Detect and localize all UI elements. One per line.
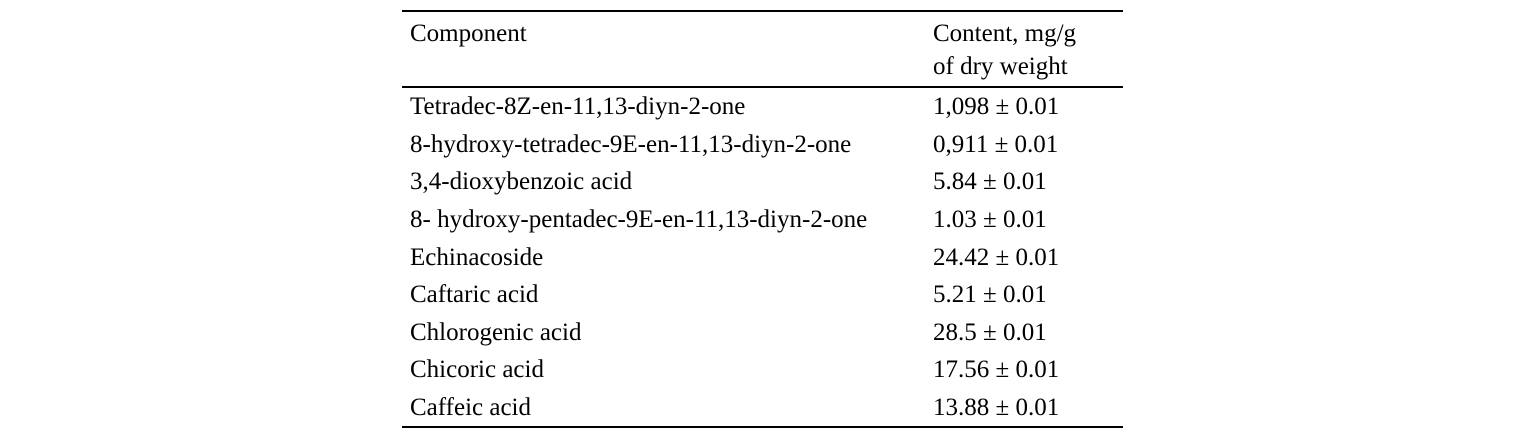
content-cell: 28.5 ± 0.01 — [933, 318, 1047, 346]
component-cell: Chlorogenic acid — [410, 318, 582, 346]
component-cell: 8-hydroxy-tetradec-9E-en-11,13-diyn-2-on… — [410, 130, 852, 158]
column-header-component: Component — [410, 20, 527, 47]
component-cell: Chicoric acid — [410, 356, 544, 384]
table-row: 3,4-dioxybenzoic acid 5.84 ± 0.01 — [402, 163, 1123, 201]
component-cell: 3,4-dioxybenzoic acid — [410, 168, 633, 196]
table-row: Tetradec-8Z-en-11,13-diyn-2-one 1,098 ± … — [402, 87, 1123, 126]
table-row: Caftaric acid 5.21 ± 0.01 — [402, 276, 1123, 314]
table-row: 8-hydroxy-tetradec-9E-en-11,13-diyn-2-on… — [402, 126, 1123, 164]
table-row: Chlorogenic acid 28.5 ± 0.01 — [402, 314, 1123, 352]
table-row: Chicoric acid 17.56 ± 0.01 — [402, 351, 1123, 389]
component-cell: Echinacoside — [410, 243, 544, 271]
content-cell: 13.88 ± 0.01 — [933, 394, 1060, 422]
component-cell: Caftaric acid — [410, 281, 539, 309]
content-cell: 17.56 ± 0.01 — [933, 356, 1060, 384]
component-cell: Tetradec-8Z-en-11,13-diyn-2-one — [410, 93, 746, 121]
content-cell: 5.84 ± 0.01 — [933, 168, 1047, 196]
content-cell: 1.03 ± 0.01 — [933, 206, 1047, 234]
column-header-content: Content, mg/g of dry weight — [933, 20, 1077, 80]
table-row: Caffeic acid 13.88 ± 0.01 — [402, 389, 1123, 428]
content-cell: 0,911 ± 0.01 — [933, 130, 1059, 158]
table-row: Echinacoside 24.42 ± 0.01 — [402, 238, 1123, 276]
components-content-table: Component Content, mg/g of dry weight Te… — [402, 10, 1123, 429]
component-cell: Caffeic acid — [410, 394, 531, 422]
content-cell: 1,098 ± 0.01 — [933, 93, 1060, 121]
content-cell: 5.21 ± 0.01 — [933, 281, 1047, 309]
content-cell: 24.42 ± 0.01 — [933, 243, 1060, 271]
header-row: Component Content, mg/g of dry weight — [402, 11, 1123, 87]
component-cell: 8- hydroxy-pentadec-9E-en-11,13-diyn-2-o… — [410, 206, 868, 234]
table-row: 8- hydroxy-pentadec-9E-en-11,13-diyn-2-o… — [402, 201, 1123, 239]
